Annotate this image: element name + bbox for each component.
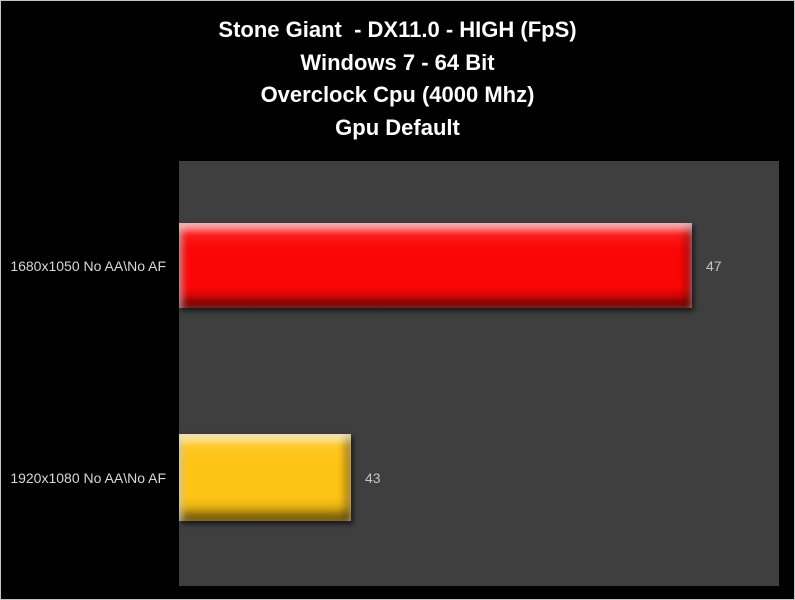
bar-1920x1080 [179,434,351,521]
chart-title: Stone Giant - DX11.0 - HIGH (FpS) Window… [1,14,794,144]
value-label-1920x1080: 43 [365,469,381,486]
chart-title-line-1: Stone Giant - DX11.0 - HIGH (FpS) [218,17,577,42]
bar-1680x1050 [179,223,692,308]
category-label-1680x1050: 1680x1050 No AA\No AF [10,257,166,274]
category-label-1920x1080: 1920x1080 No AA\No AF [10,469,166,486]
chart-title-line-3: Overclock Cpu (4000 Mhz) [260,82,535,107]
chart-title-line-4: Gpu Default [335,114,460,140]
chart-title-line-2: Windows 7 - 64 Bit [300,49,495,75]
value-label-1680x1050: 47 [706,257,722,274]
